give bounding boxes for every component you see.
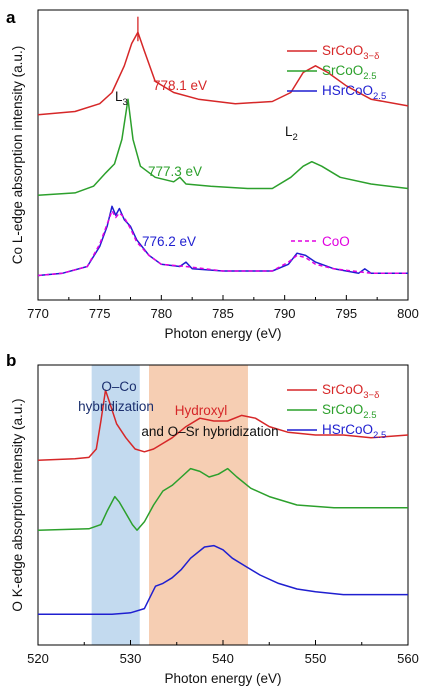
- x-tick-label: 780: [150, 306, 172, 321]
- x-tick-label: 560: [397, 651, 419, 666]
- x-tick-label: 795: [335, 306, 357, 321]
- legend-label: SrCoO2.5: [322, 63, 376, 82]
- annotation-label: 778.1 eV: [153, 78, 207, 93]
- legend-label: SrCoO2.5: [322, 402, 376, 421]
- region-label: Hydroxyl: [175, 403, 228, 418]
- shaded-region-0: [91, 365, 140, 645]
- panel-label-a: a: [6, 8, 16, 27]
- panel-label-b: b: [6, 351, 16, 370]
- series-line-1: [37, 98, 409, 196]
- x-tick-label: 800: [397, 306, 419, 321]
- x-tick-label: 520: [27, 651, 49, 666]
- y-axis-label: Co L-edge absorption intensity (a.u.): [10, 46, 25, 264]
- region-label: hybridization: [78, 399, 154, 414]
- y-axis-label: O K-edge absorption intensity (a.u.): [10, 398, 25, 611]
- series-line-0: [37, 31, 409, 116]
- series-line-0: [37, 389, 409, 461]
- x-tick-label: 540: [212, 651, 234, 666]
- annotation-label: L3: [115, 89, 128, 108]
- legend-label: HSrCoO2.5: [322, 422, 386, 441]
- series-line-1: [37, 467, 408, 531]
- annotation-label: 776.2 eV: [142, 234, 196, 249]
- legend-label: CoO: [322, 234, 350, 249]
- series-line-3: [37, 210, 408, 277]
- legend-label: HSrCoO2.5: [322, 83, 386, 102]
- series-line-2: [38, 544, 408, 615]
- x-tick-label: 550: [305, 651, 327, 666]
- x-tick-label: 790: [274, 306, 296, 321]
- series-line-2: [37, 205, 408, 277]
- region-label: and O–Sr hybridization: [141, 424, 278, 439]
- x-tick-label: 785: [212, 306, 234, 321]
- legend-label: SrCoO3−δ: [322, 43, 379, 62]
- panel-b: 520 530 540 550 560 Photon energy (eV) O K-edg…: [6, 351, 419, 686]
- panel-a: 770 775 780 785 790 795 800 Photon energy (eV) C…: [6, 8, 419, 341]
- x-tick-label: 775: [89, 306, 111, 321]
- x-tick-label: 770: [27, 306, 49, 321]
- x-axis-label: Photon energy (eV): [164, 326, 281, 341]
- annotation-label: 777.3 eV: [148, 164, 202, 179]
- legend-label: SrCoO3−δ: [322, 382, 379, 401]
- annotation-label: L2: [285, 124, 298, 143]
- x-axis-label: Photon energy (eV): [164, 671, 281, 686]
- region-label: O–Co: [101, 379, 136, 394]
- shaded-region-1: [149, 365, 248, 645]
- x-tick-label: 530: [120, 651, 142, 666]
